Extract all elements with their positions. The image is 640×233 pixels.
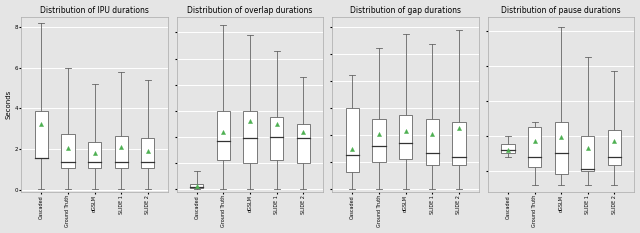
Bar <box>372 119 386 162</box>
Y-axis label: Seconds: Seconds <box>6 90 12 119</box>
Bar <box>346 108 359 171</box>
Bar <box>35 111 48 158</box>
Bar <box>190 184 204 188</box>
Bar <box>243 111 257 163</box>
Bar <box>88 142 101 168</box>
Title: Distribution of overlap durations: Distribution of overlap durations <box>188 6 313 14</box>
Title: Distribution of pause durations: Distribution of pause durations <box>501 6 621 14</box>
Bar <box>608 130 621 165</box>
Title: Distribution of IPU durations: Distribution of IPU durations <box>40 6 149 14</box>
Bar <box>528 127 541 167</box>
Bar <box>115 136 128 168</box>
Bar <box>554 122 568 174</box>
Bar <box>581 136 595 171</box>
Bar <box>426 119 439 165</box>
Title: Distribution of gap durations: Distribution of gap durations <box>350 6 461 14</box>
Bar <box>452 122 465 165</box>
Bar <box>217 111 230 160</box>
Bar <box>297 124 310 163</box>
Bar <box>399 115 412 159</box>
Bar <box>501 144 515 153</box>
Bar <box>141 138 154 168</box>
Bar <box>61 134 75 168</box>
Bar <box>270 117 284 160</box>
